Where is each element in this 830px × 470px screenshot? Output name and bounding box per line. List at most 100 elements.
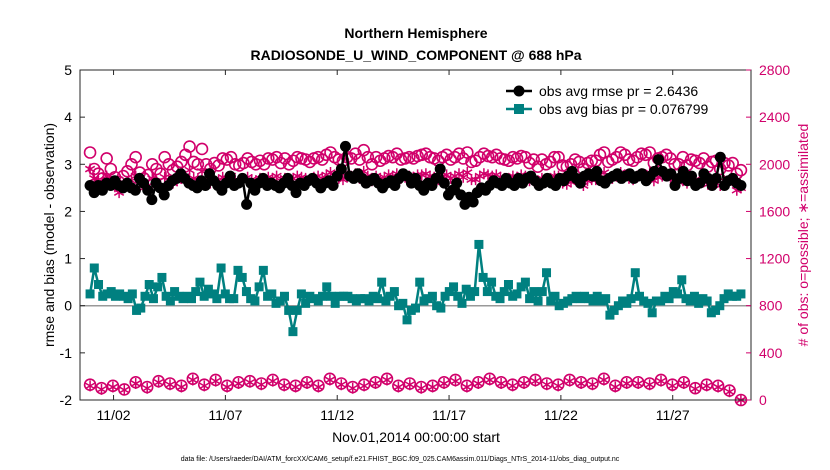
series-5 (84, 374, 747, 406)
data-point (170, 287, 180, 297)
data-point (440, 291, 450, 301)
data-point (516, 282, 526, 292)
data-point-assimilated (324, 374, 335, 386)
data-point (199, 291, 209, 301)
footnote: data file: /Users/raeder/DAI/ATM_forcXX/… (181, 456, 620, 463)
data-point (254, 282, 264, 292)
data-point (715, 301, 725, 311)
data-point-assimilated (271, 170, 282, 182)
data-point (195, 277, 205, 287)
data-point (318, 291, 328, 301)
data-point (127, 289, 137, 299)
y-axis-left: -2 -1 0 1 2 3 4 5 (60, 62, 85, 408)
data-point-possible (643, 146, 657, 159)
data-point (689, 291, 699, 301)
data-point-assimilated (587, 379, 598, 391)
data-point-assimilated (142, 382, 153, 394)
y-left-tick-label: 4 (64, 109, 72, 125)
data-point (236, 172, 248, 184)
data-point (461, 284, 471, 294)
legend: obs avg rmse pr = 2.6436 obs avg bias pr… (506, 83, 709, 117)
data-point (478, 272, 488, 282)
x-tick-label: 11/17 (432, 407, 466, 423)
x-tick-label: 11/12 (320, 407, 354, 423)
data-point (339, 140, 351, 152)
data-point-assimilated (712, 381, 724, 393)
data-point-possible (585, 154, 598, 168)
data-point (398, 298, 408, 308)
data-point (444, 287, 454, 297)
y-right-tick-label: 800 (759, 298, 783, 314)
data-point (427, 291, 437, 301)
data-point (588, 296, 598, 306)
legend-rmse-marker (513, 85, 525, 97)
y-left-tick-label: 2 (64, 203, 72, 219)
y-left-tick-label: -1 (60, 345, 73, 361)
y-left-tick-label: 0 (64, 298, 72, 314)
y-axis-left-label: rmse and bias (model - observation) (41, 123, 57, 347)
data-point-possible (129, 150, 142, 164)
data-point (275, 296, 285, 306)
data-point (592, 291, 602, 301)
data-point-assimilated (633, 378, 644, 389)
data-point (161, 291, 171, 301)
data-point (512, 289, 522, 299)
y-right-tick-label: 1600 (759, 203, 790, 219)
data-point (284, 305, 294, 315)
data-point (665, 168, 677, 180)
data-point-possible (241, 152, 254, 165)
data-point-assimilated (507, 380, 518, 392)
data-point (702, 296, 712, 306)
data-point-possible (469, 154, 482, 168)
data-point (241, 287, 251, 297)
data-point-assimilated (279, 380, 290, 392)
data-point (372, 294, 382, 304)
data-point-possible (473, 150, 487, 164)
x-axis-label: Nov.01,2014 00:00:00 start (332, 429, 500, 445)
data-point-possible (121, 165, 134, 178)
data-point-possible (212, 159, 225, 172)
data-point (381, 296, 391, 306)
data-point (711, 305, 721, 315)
data-point-assimilated (724, 386, 735, 398)
y-right-tick-label: 2400 (759, 109, 790, 125)
data-point-assimilated (404, 379, 415, 391)
data-point (389, 287, 399, 297)
data-point-assimilated (153, 376, 164, 388)
data-point (635, 291, 645, 301)
data-point-possible (158, 150, 171, 164)
data-point (216, 263, 226, 273)
series-4 (83, 372, 748, 407)
data-point-assimilated (575, 378, 587, 389)
data-point (140, 291, 150, 301)
data-point (482, 287, 492, 297)
data-point (710, 172, 722, 184)
data-point-possible (386, 150, 399, 164)
y-right-tick-label: 2000 (759, 156, 790, 172)
data-point (525, 294, 535, 304)
data-point (158, 189, 170, 201)
data-point-possible (357, 143, 370, 157)
data-point (411, 303, 420, 313)
data-point (457, 298, 467, 308)
data-point-assimilated (461, 381, 472, 393)
data-point-assimilated (450, 375, 461, 387)
data-point (451, 177, 463, 189)
data-point-assimilated (301, 378, 313, 389)
data-point (533, 296, 543, 306)
data-point (694, 177, 706, 189)
data-point-possible (527, 153, 540, 166)
data-point-assimilated (484, 374, 495, 386)
data-point-possible (83, 146, 97, 159)
data-point (436, 303, 446, 313)
data-point-possible (531, 160, 545, 173)
data-point (714, 151, 726, 163)
data-point (290, 187, 302, 199)
data-point-assimilated (244, 376, 256, 388)
data-point-assimilated (267, 375, 278, 387)
data-point (142, 184, 154, 196)
data-point-assimilated (107, 381, 119, 393)
y-right-tick-label: 0 (759, 392, 767, 408)
data-point (653, 154, 665, 166)
